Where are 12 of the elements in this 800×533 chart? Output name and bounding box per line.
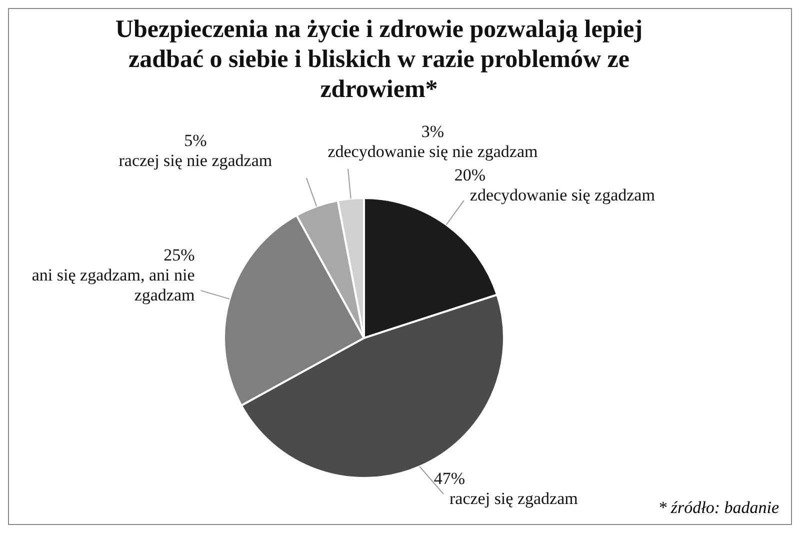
- slice-label: zdecydowanie się nie zgadzam: [328, 142, 538, 161]
- slice-label: ani się zgadzam, ani nie zgadzam: [32, 266, 195, 305]
- slice-label: zdecydowanie się zgadzam: [470, 185, 655, 204]
- data-label: 20%: [454, 165, 486, 184]
- data-label: 25%: [164, 246, 195, 265]
- data-label: 5%: [184, 131, 207, 150]
- chart-title: Ubezpieczenia na życie i zdrowie pozwalają lepiej zadbać o siebie i bliskich w razie problemów ze zdrowiem*: [114, 15, 644, 105]
- data-label: 3%: [421, 122, 444, 141]
- slice-label: raczej się zgadzam: [450, 489, 578, 508]
- data-label: 47%: [434, 469, 466, 488]
- text: * źródło: badanie: [658, 498, 779, 518]
- slice-label: raczej się nie zgadzam: [118, 151, 272, 170]
